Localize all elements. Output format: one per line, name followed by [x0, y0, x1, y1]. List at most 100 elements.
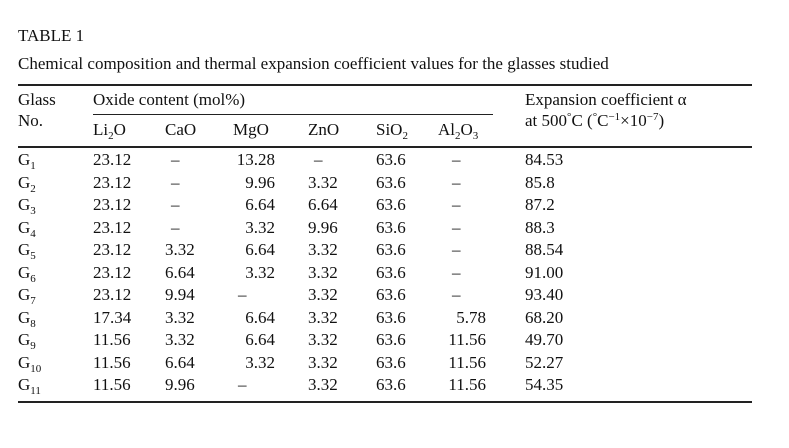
glass-id: G7	[18, 285, 36, 307]
glass-id: G1	[18, 150, 36, 172]
cell-alpha: 54.35	[525, 375, 564, 394]
cell-sio2: 63.6	[376, 195, 406, 214]
header-cao: CaO	[165, 120, 197, 139]
bottom-rule	[18, 401, 752, 403]
cell-alpha: 91.00	[525, 262, 564, 282]
table-row: G3 23.12 – 6.64 6.64 63.6 – 87.2	[0, 195, 789, 217]
cell-alpha: 88.3	[525, 217, 555, 237]
glass-id: G10	[18, 352, 42, 375]
cell-mgo: 3.32	[245, 262, 275, 282]
cell-cao: –	[171, 195, 180, 214]
cell-al2o3: 11.56	[448, 330, 486, 349]
table-row: G7 23.12 9.94 – 3.32 63.6 – 93.40	[0, 285, 789, 307]
cell-al2o3: –	[452, 172, 461, 192]
table-row: G10 11.56 6.64 3.32 3.32 63.6 11.56 52.27	[0, 353, 789, 375]
table-row: G1 23.12 – 13.28 – 63.6 – 84.53	[0, 150, 789, 172]
cell-al2o3: 11.56	[448, 375, 486, 394]
cell-mgo: 3.32	[245, 217, 275, 237]
cell-zno: 3.32	[308, 375, 338, 394]
header-al2o3: Al2O3	[438, 120, 479, 142]
glass-id: G4	[18, 217, 36, 240]
cell-cao: 6.64	[165, 352, 195, 372]
cell-mgo: 6.64	[245, 195, 275, 214]
cell-sio2: 63.6	[376, 285, 406, 304]
cell-sio2: 63.6	[376, 150, 406, 169]
cell-alpha: 88.54	[525, 240, 564, 259]
table-row: G8 17.34 3.32 6.64 3.32 63.6 5.78 68.20	[0, 308, 789, 330]
cell-cao: –	[171, 172, 180, 192]
cell-cao: 3.32	[165, 240, 195, 259]
table-label: TABLE 1	[18, 26, 85, 45]
cell-sio2: 63.6	[376, 172, 406, 192]
cell-zno: 3.32	[308, 240, 338, 259]
cell-sio2: 63.6	[376, 330, 406, 349]
cell-al2o3: –	[452, 240, 461, 259]
cell-zno: 3.32	[308, 262, 338, 282]
cell-cao: 6.64	[165, 262, 195, 282]
cell-sio2: 63.6	[376, 262, 406, 282]
cell-mgo: 13.28	[236, 150, 275, 169]
cell-zno: 3.32	[308, 330, 338, 349]
cell-li2o: 23.12	[93, 240, 132, 259]
glass-id: G6	[18, 262, 36, 285]
cell-zno: 3.32	[308, 307, 338, 327]
glass-id: G11	[18, 375, 41, 397]
cell-li2o: 23.12	[93, 195, 132, 214]
table-caption: Chemical composition and thermal expansi…	[18, 54, 609, 73]
cell-li2o: 11.56	[93, 330, 131, 349]
cell-zno: 3.32	[308, 172, 338, 192]
cell-mgo: 9.96	[245, 172, 275, 192]
header-li2o: Li2O	[93, 120, 126, 142]
cell-zno: 6.64	[308, 195, 338, 214]
cell-zno: 3.32	[308, 352, 338, 372]
top-rule	[18, 84, 752, 86]
header-glass: Glass	[18, 90, 56, 109]
table-row: G9 11.56 3.32 6.64 3.32 63.6 11.56 49.70	[0, 330, 789, 352]
cell-zno: 3.32	[308, 285, 338, 304]
cell-li2o: 23.12	[93, 285, 132, 304]
cell-li2o: 23.12	[93, 150, 132, 169]
cell-zno: –	[314, 150, 323, 169]
glass-id: G3	[18, 195, 36, 217]
oxide-subrule	[93, 114, 493, 115]
cell-cao: –	[171, 150, 180, 169]
cell-li2o: 17.34	[93, 307, 132, 327]
cell-alpha: 49.70	[525, 330, 564, 349]
cell-al2o3: –	[452, 285, 461, 304]
cell-sio2: 63.6	[376, 375, 406, 394]
header-sio2: SiO2	[376, 120, 408, 142]
cell-mgo: 6.64	[245, 240, 275, 259]
cell-mgo: 3.32	[245, 352, 275, 372]
cell-li2o: 23.12	[93, 217, 132, 237]
cell-alpha: 93.40	[525, 285, 564, 304]
cell-sio2: 63.6	[376, 240, 406, 259]
cell-li2o: 11.56	[93, 375, 131, 394]
cell-cao: 9.94	[165, 285, 195, 304]
cell-cao: 3.32	[165, 330, 195, 349]
cell-al2o3: 11.56	[448, 352, 486, 372]
cell-li2o: 11.56	[93, 352, 131, 372]
cell-alpha: 68.20	[525, 307, 564, 327]
glass-id: G2	[18, 172, 36, 195]
cell-cao: –	[171, 217, 180, 237]
cell-sio2: 63.6	[376, 352, 406, 372]
glass-id: G8	[18, 307, 36, 330]
header-mgo: MgO	[233, 120, 269, 139]
table-row: G2 23.12 – 9.96 3.32 63.6 – 85.8	[0, 173, 789, 195]
cell-alpha: 52.27	[525, 352, 564, 372]
cell-al2o3: –	[452, 217, 461, 237]
table-row: G5 23.12 3.32 6.64 3.32 63.6 – 88.54	[0, 240, 789, 262]
cell-sio2: 63.6	[376, 307, 406, 327]
table-row: G11 11.56 9.96 – 3.32 63.6 11.56 54.35	[0, 375, 789, 397]
cell-al2o3: –	[452, 195, 461, 214]
cell-li2o: 23.12	[93, 172, 132, 192]
glass-id: G5	[18, 240, 36, 262]
cell-al2o3: 5.78	[456, 307, 486, 327]
cell-al2o3: –	[452, 262, 461, 282]
cell-mgo: 6.64	[245, 330, 275, 349]
table-row: G4 23.12 – 3.32 9.96 63.6 – 88.3	[0, 218, 789, 240]
cell-li2o: 23.12	[93, 262, 132, 282]
header-rule	[18, 146, 752, 148]
header-oxide-content: Oxide content (mol%)	[93, 90, 246, 109]
cell-alpha: 85.8	[525, 172, 555, 192]
